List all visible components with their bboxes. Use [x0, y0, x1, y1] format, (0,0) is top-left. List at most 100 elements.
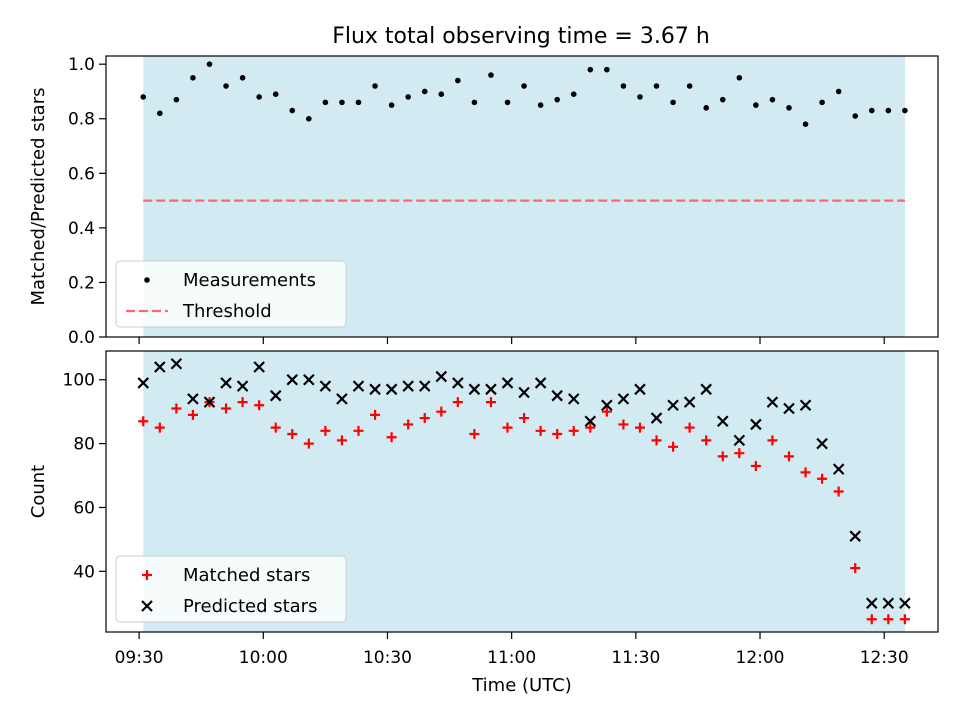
ratio-legend-label: Threshold	[182, 301, 272, 322]
measurement-point	[835, 88, 842, 95]
count-xtick-label: 10:30	[363, 648, 412, 668]
ratio-legend-label: Measurements	[183, 270, 316, 291]
predicted-star-point	[617, 393, 630, 405]
predicted-star-point	[584, 415, 597, 428]
predicted-star-point	[336, 393, 348, 405]
matched-star-point	[138, 416, 149, 427]
predicted-star-point	[154, 361, 166, 373]
chart-title: Flux total observing time = 3.67 h	[332, 24, 710, 49]
measurement-point	[554, 96, 560, 103]
measurement-point	[570, 91, 577, 97]
predicted-star-point	[418, 380, 431, 392]
matched-star-point	[221, 403, 232, 414]
measurement-point	[405, 94, 411, 100]
matched-star-point	[154, 422, 165, 433]
matched-star-point	[866, 614, 877, 625]
matched-star-point	[535, 425, 546, 436]
matched-star-point	[668, 441, 679, 452]
predicted-star-point	[567, 393, 580, 405]
measurement-point	[421, 88, 428, 95]
predicted-star-point	[187, 393, 199, 405]
count-xtick-label: 11:30	[611, 648, 660, 668]
measurement-point	[173, 96, 180, 103]
count-ylabel: Count	[28, 465, 49, 518]
measurement-point	[802, 121, 809, 128]
predicted-star-point	[650, 412, 663, 424]
predicted-star-point	[518, 386, 530, 399]
measurement-point	[786, 105, 792, 111]
count-xtick-label: 11:00	[487, 648, 536, 668]
measurement-point	[504, 99, 511, 106]
matched-star-point	[568, 425, 579, 436]
ratio-legend-box	[115, 260, 347, 328]
predicted-star-point	[220, 377, 232, 389]
matched-star-point	[419, 413, 430, 424]
measurement-point	[190, 75, 196, 81]
predicted-star-point	[352, 380, 365, 392]
predicted-star-point	[501, 377, 514, 389]
matched-star-point	[899, 614, 910, 625]
legend-matched-marker	[142, 570, 152, 580]
matched-star-point	[800, 467, 811, 478]
matched-star-point	[684, 422, 695, 433]
predicted-star-point	[435, 370, 448, 383]
predicted-star-point	[468, 383, 481, 396]
predicted-star-point	[832, 463, 845, 475]
matched-star-point	[485, 397, 496, 408]
ratio-ytick-label: 0.2	[68, 273, 95, 293]
matched-star-point	[734, 448, 745, 459]
predicted-star-point	[534, 377, 547, 389]
measurement-point	[140, 94, 147, 100]
legend-measurement-marker	[144, 277, 150, 283]
matched-star-point	[767, 435, 778, 446]
measurement-point	[223, 83, 229, 89]
matched-star-point	[618, 419, 629, 430]
matched-star-point	[452, 397, 463, 408]
predicted-star-point	[452, 377, 464, 389]
measurement-point	[272, 91, 279, 97]
predicted-star-point	[816, 437, 828, 450]
matched-star-point	[320, 425, 331, 436]
measurement-point	[587, 66, 594, 73]
measurement-point	[256, 94, 262, 100]
measurement-point	[885, 107, 892, 114]
matched-star-point	[270, 422, 281, 433]
measurement-point	[438, 91, 445, 97]
predicted-star-point	[485, 383, 497, 396]
measurement-point	[455, 77, 461, 84]
count-xlabel: Time (UTC)	[471, 675, 572, 696]
count-ytick-label: 80	[73, 435, 95, 455]
matched-star-point	[336, 435, 347, 446]
matched-star-point	[403, 419, 414, 430]
count-ytick-label: 40	[73, 562, 95, 582]
ratio-ytick-label: 0.4	[68, 219, 95, 239]
predicted-star-point	[269, 389, 282, 402]
matched-star-point	[386, 432, 397, 443]
count-legend-box	[115, 555, 347, 623]
ratio-panel: 0.0 0.2 0.4 0.6 0.8 1.0 Matched/Predicted star…	[28, 55, 939, 348]
matched-star-point	[651, 435, 662, 446]
matched-star-point	[287, 429, 298, 440]
matched-star-point	[783, 451, 794, 462]
measurement-point	[339, 99, 345, 106]
measurement-point	[388, 102, 395, 108]
measurement-point	[239, 75, 246, 81]
measurement-point	[157, 110, 163, 117]
predicted-star-point	[700, 383, 712, 396]
count-xtick-label: 12:30	[860, 648, 909, 668]
matched-star-point	[436, 406, 447, 417]
measurement-point	[852, 113, 859, 119]
predicted-star-point	[733, 434, 746, 447]
ratio-axes-frame	[105, 55, 939, 338]
predicted-star-point	[137, 377, 150, 389]
predicted-star-point	[369, 383, 381, 396]
measurement-point	[868, 107, 875, 114]
measurement-point	[670, 99, 676, 106]
predicted-star-point	[170, 357, 183, 370]
measurement-point	[206, 61, 213, 67]
measurement-point	[521, 83, 527, 89]
matched-star-point	[519, 413, 530, 424]
measurement-point	[322, 99, 329, 106]
measurement-point	[471, 99, 478, 106]
